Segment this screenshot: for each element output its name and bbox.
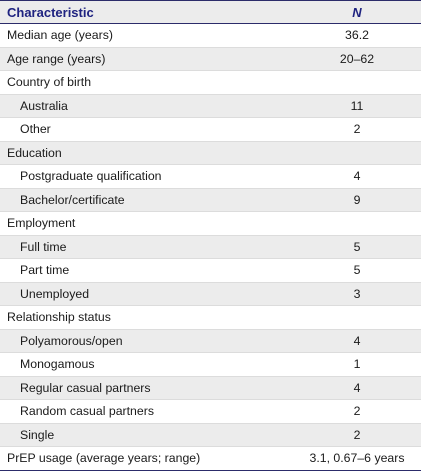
row-value: 4: [353, 169, 361, 184]
table-row: Regular casual partners 4: [0, 376, 421, 400]
row-label: Polyamorous/open: [20, 333, 123, 348]
table-row: Part time 5: [0, 259, 421, 283]
table-row: Age range (years) 20–62: [0, 47, 421, 71]
table-row: PrEP usage (average years; range) 3.1, 0…: [0, 447, 421, 471]
table-row: Full time 5: [0, 235, 421, 259]
row-label: Other: [20, 122, 51, 137]
row-label: Unemployed: [20, 286, 90, 301]
section-label: Education: [7, 145, 62, 160]
section-label: Country of birth: [7, 75, 92, 90]
row-label: Random casual partners: [20, 404, 154, 419]
row-value: 9: [353, 192, 361, 207]
section-label: Relationship status: [7, 310, 111, 325]
row-value: 20–62: [339, 51, 375, 66]
section-label: Employment: [7, 216, 76, 231]
row-label: Part time: [20, 263, 70, 278]
table-row: Median age (years) 36.2: [0, 24, 421, 48]
table-row: Australia 11: [0, 94, 421, 118]
table-row: Random casual partners 2: [0, 400, 421, 424]
row-value: 36.2: [345, 28, 369, 43]
table-row: Other 2: [0, 118, 421, 142]
table-row: Polyamorous/open 4: [0, 329, 421, 353]
row-value: 5: [353, 263, 361, 278]
row-label: Median age (years): [7, 28, 113, 43]
row-label: Full time: [20, 239, 67, 254]
header-n: N: [352, 4, 362, 20]
row-value: 3.1, 0.67–6 years: [309, 451, 405, 466]
table-row: Postgraduate qualification 4: [0, 165, 421, 189]
table-row-section: Relationship status: [0, 306, 421, 330]
row-value: 11: [350, 98, 364, 113]
table-row-section: Education: [0, 141, 421, 165]
row-label: Australia: [20, 98, 68, 113]
table-row-section: Country of birth: [0, 71, 421, 95]
row-label: Postgraduate qualification: [20, 169, 162, 184]
row-value: 1: [353, 357, 361, 372]
row-label: Bachelor/certificate: [20, 192, 125, 207]
table-row: Unemployed 3: [0, 282, 421, 306]
row-value: 2: [353, 427, 361, 442]
row-value: 4: [353, 380, 361, 395]
row-value: 4: [353, 333, 361, 348]
table-row: Monogamous 1: [0, 353, 421, 377]
row-label: Single: [20, 427, 55, 442]
row-value: 5: [353, 239, 361, 254]
row-value: 2: [353, 404, 361, 419]
row-value: 3: [353, 286, 361, 301]
table-row: Bachelor/certificate 9: [0, 188, 421, 212]
table-header-row: Characteristic N: [0, 0, 421, 24]
header-characteristic: Characteristic: [7, 4, 94, 20]
table-row-section: Employment: [0, 212, 421, 236]
row-label: PrEP usage (average years; range): [7, 451, 201, 466]
table-row: Single 2: [0, 423, 421, 447]
row-label: Age range (years): [7, 51, 106, 66]
row-value: 2: [353, 122, 361, 137]
row-label: Monogamous: [20, 357, 95, 372]
row-label: Regular casual partners: [20, 380, 151, 395]
